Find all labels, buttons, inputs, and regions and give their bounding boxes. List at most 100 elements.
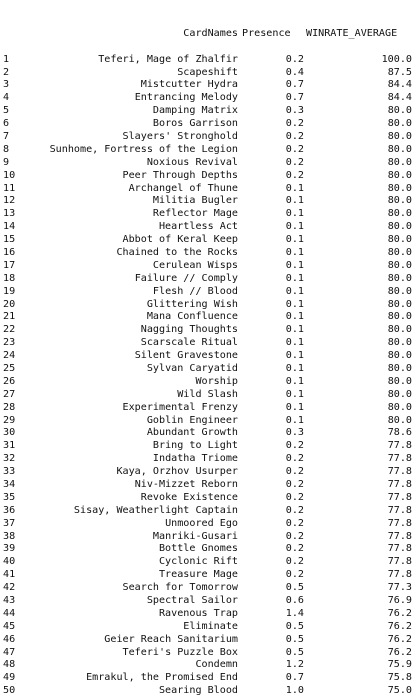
winrate-average-cell: 78.6: [387, 427, 412, 439]
winrate-average-cell: 75.0: [387, 685, 412, 697]
column-header-cardnames: CardNames: [183, 27, 238, 39]
card-name-cell: Bring to Light: [152, 440, 238, 452]
card-name-cell: Entrancing Melody: [134, 92, 238, 104]
row-index: 30: [3, 427, 16, 439]
card-name-cell: Emrakul, the Promised End: [86, 672, 238, 684]
row-index: 1: [3, 53, 10, 65]
winrate-average-cell: 77.8: [387, 543, 412, 555]
card-name-cell: Reflector Mage: [152, 208, 238, 220]
presence-cell: 0.2: [285, 517, 304, 529]
presence-cell: 0.1: [285, 324, 304, 336]
presence-cell: 0.1: [285, 298, 304, 310]
presence-cell: 0.1: [285, 259, 304, 271]
presence-cell: 0.7: [285, 92, 304, 104]
card-name-cell: Damping Matrix: [152, 105, 238, 117]
winrate-average-cell: 77.8: [387, 556, 412, 568]
presence-cell: 0.2: [285, 169, 304, 181]
row-index: 22: [3, 324, 16, 336]
table-row: 12 Militia Bugler 0.1 80.0: [0, 195, 416, 208]
row-index: 32: [3, 453, 16, 465]
table-row: 44 Ravenous Trap 1.4 76.2: [0, 608, 416, 621]
row-index: 35: [3, 491, 16, 503]
card-name-cell: Geier Reach Sanitarium: [104, 633, 238, 645]
card-name-cell: Experimental Frenzy: [122, 401, 238, 413]
table-row: 20 Glittering Wish 0.1 80.0: [0, 299, 416, 312]
row-index: 19: [3, 285, 16, 297]
row-index: 5: [3, 105, 10, 117]
card-name-cell: Silent Gravestone: [134, 350, 238, 362]
card-name-cell: Bottle Gnomes: [158, 543, 238, 555]
card-name-cell: Treasure Mage: [158, 569, 238, 581]
winrate-average-cell: 80.0: [387, 259, 412, 271]
table-row: 38 Manriki-Gusari 0.2 77.8: [0, 531, 416, 544]
presence-cell: 1.4: [285, 607, 304, 619]
presence-cell: 0.1: [285, 195, 304, 207]
row-index: 48: [3, 659, 16, 671]
winrate-average-cell: 76.2: [387, 646, 412, 658]
winrate-average-cell: 77.8: [387, 453, 412, 465]
winrate-average-cell: 80.0: [387, 375, 412, 387]
table-row: 40 Cyclonic Rift 0.2 77.8: [0, 556, 416, 569]
card-name-cell: Glittering Wish: [146, 298, 238, 310]
row-index: 38: [3, 530, 16, 542]
presence-cell: 0.2: [285, 556, 304, 568]
row-index: 18: [3, 272, 16, 284]
table-row: 24 Silent Gravestone 0.1 80.0: [0, 350, 416, 363]
table-row: 36 Sisay, Weatherlight Captain 0.2 77.8: [0, 505, 416, 518]
presence-cell: 0.1: [285, 388, 304, 400]
table-row: 5 Damping Matrix 0.3 80.0: [0, 105, 416, 118]
table-row: 18 Failure // Comply 0.1 80.0: [0, 273, 416, 286]
winrate-average-cell: 87.5: [387, 66, 412, 78]
row-index: 16: [3, 246, 16, 258]
winrate-average-cell: 80.0: [387, 298, 412, 310]
table-row: 49 Emrakul, the Promised End 0.7 75.8: [0, 672, 416, 685]
table-row: 34 Niv-Mizzet Reborn 0.2 77.8: [0, 479, 416, 492]
card-name-cell: Condemn: [195, 659, 238, 671]
table-row: 50 Searing Blood 1.0 75.0: [0, 685, 416, 698]
table-row: 1 Teferi, Mage of Zhalfir 0.2 100.0: [0, 54, 416, 67]
winrate-average-cell: 77.8: [387, 569, 412, 581]
presence-cell: 0.2: [285, 466, 304, 478]
card-name-cell: Teferi's Puzzle Box: [122, 646, 238, 658]
presence-cell: 0.2: [285, 491, 304, 503]
row-index: 25: [3, 362, 16, 374]
presence-cell: 0.5: [285, 620, 304, 632]
presence-cell: 0.5: [285, 646, 304, 658]
table-row: 14 Heartless Act 0.1 80.0: [0, 221, 416, 234]
presence-cell: 0.1: [285, 414, 304, 426]
presence-cell: 0.2: [285, 130, 304, 142]
card-name-cell: Abbot of Keral Keep: [122, 234, 238, 246]
table-row: 2 Scapeshift 0.4 87.5: [0, 67, 416, 80]
winrate-average-cell: 80.0: [387, 414, 412, 426]
presence-cell: 0.1: [285, 234, 304, 246]
card-name-cell: Mana Confluence: [146, 311, 238, 323]
row-index: 21: [3, 311, 16, 323]
presence-cell: 0.2: [285, 440, 304, 452]
presence-cell: 0.1: [285, 350, 304, 362]
table-row: 17 Cerulean Wisps 0.1 80.0: [0, 260, 416, 273]
winrate-average-cell: 80.0: [387, 285, 412, 297]
row-index: 34: [3, 479, 16, 490]
winrate-average-cell: 76.2: [387, 607, 412, 619]
presence-cell: 0.2: [285, 543, 304, 555]
table-row: 39 Bottle Gnomes 0.2 77.8: [0, 543, 416, 556]
table-row: 26 Worship 0.1 80.0: [0, 376, 416, 389]
card-name-cell: Goblin Engineer: [146, 414, 238, 426]
presence-cell: 0.4: [285, 66, 304, 78]
winrate-average-cell: 80.0: [387, 195, 412, 207]
winrate-average-cell: 80.0: [387, 272, 412, 284]
row-index: 41: [3, 569, 16, 581]
presence-cell: 1.2: [285, 659, 304, 671]
row-index: 31: [3, 440, 16, 452]
presence-cell: 0.3: [285, 427, 304, 439]
row-index: 2: [3, 66, 10, 78]
row-index: 42: [3, 582, 16, 594]
presence-cell: 1.0: [285, 685, 304, 697]
card-name-cell: Abundant Growth: [146, 427, 238, 439]
winrate-average-cell: 75.8: [387, 672, 412, 684]
winrate-average-cell: 77.3: [387, 582, 412, 594]
card-name-cell: Peer Through Depths: [122, 169, 238, 181]
console-output: { "table": { "columns": ["CardNames", "P…: [3, 27, 412, 697]
winrate-average-cell: 77.8: [387, 491, 412, 503]
